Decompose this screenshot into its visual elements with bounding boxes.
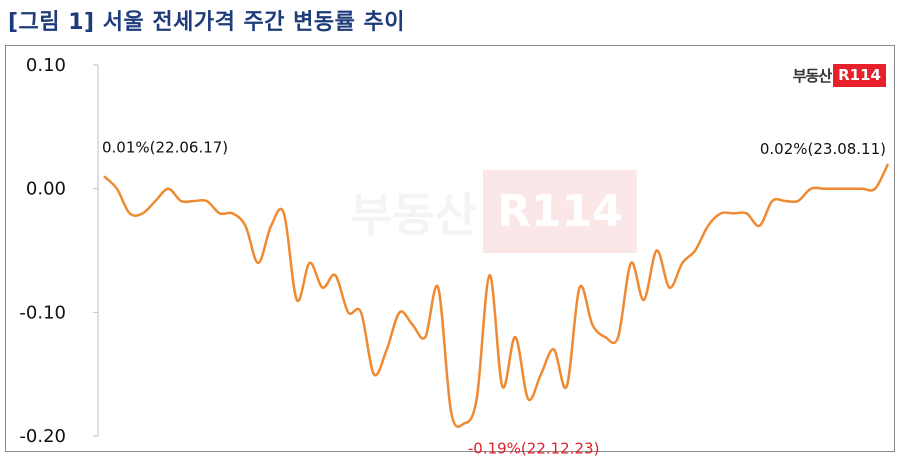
series-path <box>103 163 890 428</box>
y-tick-label: -0.10 <box>19 302 66 323</box>
y-tick-label: -0.20 <box>19 426 66 447</box>
brand-logo-box: R114 <box>833 64 886 87</box>
data-label: 0.01%(22.06.17) <box>102 138 228 156</box>
annotations: 0.01%(22.06.17) -0.19%(22.12.23) 0.02%(23.… <box>102 138 886 457</box>
chart-title: [그림 1] 서울 전세가격 주간 변동률 추이 <box>8 10 405 35</box>
brand-logo-text: 부동산 <box>792 67 832 85</box>
watermark-logo: 부동산 R114 <box>350 170 637 253</box>
data-label: 0.02%(23.08.11) <box>760 140 886 158</box>
y-tick-label: 0.00 <box>26 179 66 200</box>
y-axis: 0.10 0.00 -0.10 -0.20 <box>19 55 99 447</box>
watermark-text: 부동산 <box>350 187 477 242</box>
brand-logo: 부동산 R114 <box>793 64 886 87</box>
y-tick-label: 0.10 <box>26 55 66 76</box>
data-label: -0.19%(22.12.23) <box>468 440 600 458</box>
watermark-box: R114 <box>482 170 637 253</box>
series-line <box>103 163 890 428</box>
chart-frame <box>5 45 895 452</box>
